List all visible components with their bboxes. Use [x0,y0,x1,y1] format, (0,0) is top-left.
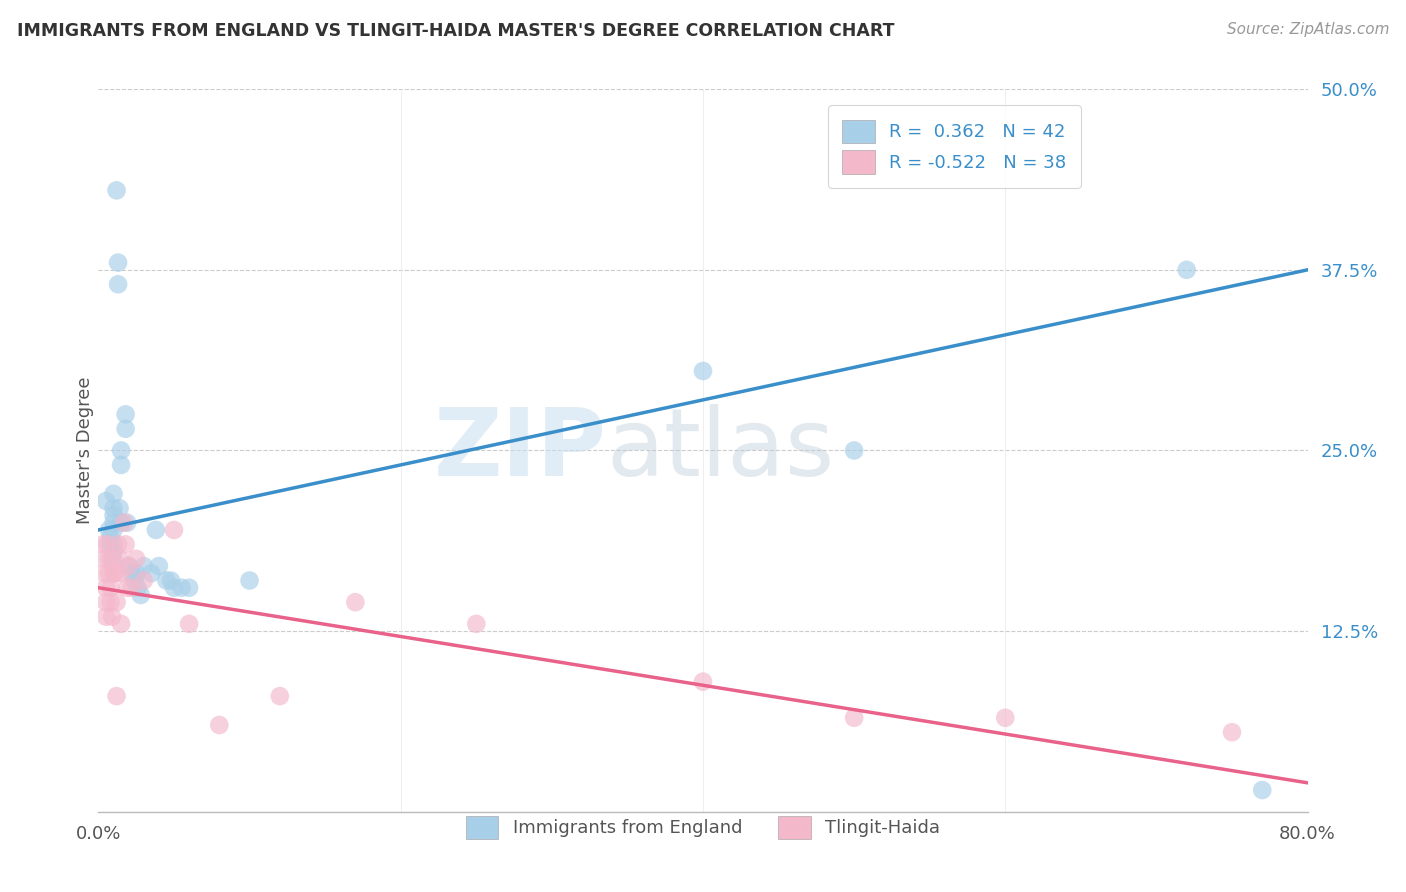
Point [239,574,262,588]
Point [103,544,125,558]
Point [107,255,129,269]
Point [100,530,122,544]
Point [110,616,132,631]
Point [108,551,131,566]
Legend: Immigrants from England, Tlingit-Haida: Immigrants from England, Tlingit-Haida [451,801,955,854]
Point [141,566,163,581]
Point [208,718,231,732]
Point [692,364,714,378]
Point [148,559,170,574]
Point [108,501,131,516]
Point [93,566,115,581]
Y-axis label: Master's Degree: Master's Degree [76,376,94,524]
Point [118,559,141,574]
Point [110,443,132,458]
Text: ZIP: ZIP [433,404,606,497]
Point [1175,262,1198,277]
Point [114,407,136,421]
Text: atlas: atlas [606,404,835,497]
Text: Source: ZipAtlas.com: Source: ZipAtlas.com [1226,22,1389,37]
Point [105,689,128,703]
Point [96,537,118,551]
Point [163,581,186,595]
Point [115,516,138,530]
Point [110,458,132,472]
Point [100,537,122,551]
Point [94,609,117,624]
Point [101,609,124,624]
Point [121,581,143,595]
Point [1220,725,1243,739]
Point [163,523,186,537]
Point [114,537,136,551]
Point [132,559,155,574]
Point [107,277,129,292]
Point [104,566,127,581]
Point [179,581,201,595]
Point [110,566,132,581]
Point [121,566,143,581]
Point [103,501,125,516]
Point [994,711,1017,725]
Point [170,581,193,595]
Point [94,494,117,508]
Point [91,537,114,551]
Point [125,551,148,566]
Point [103,487,125,501]
Point [844,443,866,458]
Point [179,616,201,631]
Point [127,581,149,595]
Point [160,574,183,588]
Point [125,566,148,581]
Point [94,581,117,595]
Point [269,689,291,703]
Point [103,551,125,566]
Point [465,616,488,631]
Point [94,595,117,609]
Point [107,537,129,551]
Point [105,595,128,609]
Point [155,574,177,588]
Point [145,523,167,537]
Point [105,183,128,197]
Point [114,422,136,436]
Point [1251,783,1274,797]
Text: IMMIGRANTS FROM ENGLAND VS TLINGIT-HAIDA MASTER'S DEGREE CORRELATION CHART: IMMIGRANTS FROM ENGLAND VS TLINGIT-HAIDA… [17,22,894,40]
Point [115,581,138,595]
Point [103,566,125,581]
Point [844,711,866,725]
Point [103,516,125,530]
Point [344,595,367,609]
Point [103,537,125,551]
Point [98,523,121,537]
Point [100,595,122,609]
Point [98,566,121,581]
Point [110,516,132,530]
Point [112,516,135,530]
Point [692,674,714,689]
Point [129,588,152,602]
Point [124,574,146,588]
Point [93,551,115,566]
Point [98,551,121,566]
Point [118,559,141,574]
Point [103,508,125,523]
Point [132,574,155,588]
Point [101,551,124,566]
Point [100,581,122,595]
Point [103,523,125,537]
